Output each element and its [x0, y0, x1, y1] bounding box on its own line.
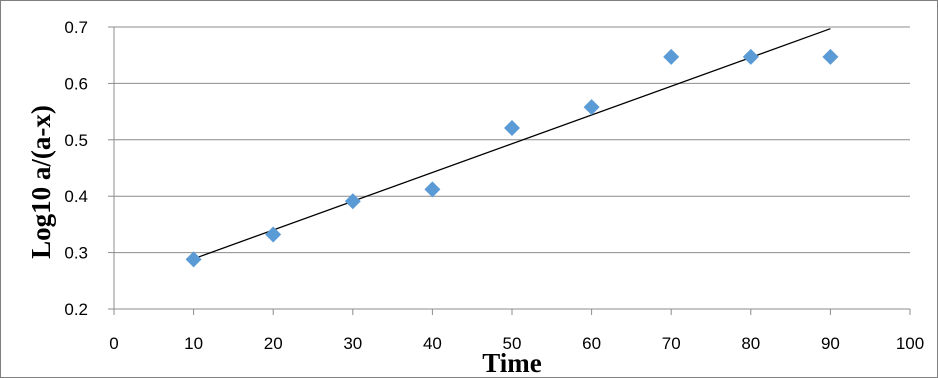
data-point — [504, 119, 520, 136]
data-point — [742, 48, 759, 65]
data-point — [344, 193, 361, 210]
axes — [108, 26, 911, 315]
data-points — [185, 48, 839, 268]
x-tick-label: 50 — [503, 334, 522, 353]
data-point — [583, 99, 600, 116]
grid-lines — [114, 26, 910, 254]
data-point — [663, 48, 680, 65]
y-tick-label: 0.7 — [64, 18, 88, 37]
x-tick-label: 90 — [821, 334, 840, 353]
data-point — [424, 181, 441, 198]
y-tick-label: 0.4 — [64, 187, 88, 206]
data-point — [265, 226, 282, 243]
x-tick-label: 40 — [423, 334, 442, 353]
x-tick-label: 100 — [896, 334, 924, 353]
x-axis-title: Time — [482, 348, 542, 378]
y-tick-label: 0.6 — [64, 74, 88, 93]
data-point — [822, 48, 839, 65]
tick-labels: 0.2 0.3 0.4 0.5 0.6 0.7 0 10 20 30 40 50 60 70 80 90 100 — [64, 18, 924, 353]
x-tick-label: 10 — [184, 334, 203, 353]
y-axis-title: Log10 a/(a-x) — [26, 105, 56, 259]
trendline-layer — [193, 28, 831, 260]
data-point — [185, 251, 202, 268]
x-tick-label: 0 — [109, 334, 118, 353]
x-tick-label: 70 — [662, 334, 681, 353]
linear-trendline — [193, 28, 831, 260]
y-tick-label: 0.5 — [64, 131, 88, 150]
x-tick-label: 80 — [741, 334, 760, 353]
y-tick-label: 0.2 — [64, 300, 88, 319]
x-tick-label: 20 — [264, 334, 283, 353]
x-tick-label: 30 — [343, 334, 362, 353]
x-tick-label: 60 — [582, 334, 601, 353]
y-tick-label: 0.3 — [64, 244, 88, 263]
